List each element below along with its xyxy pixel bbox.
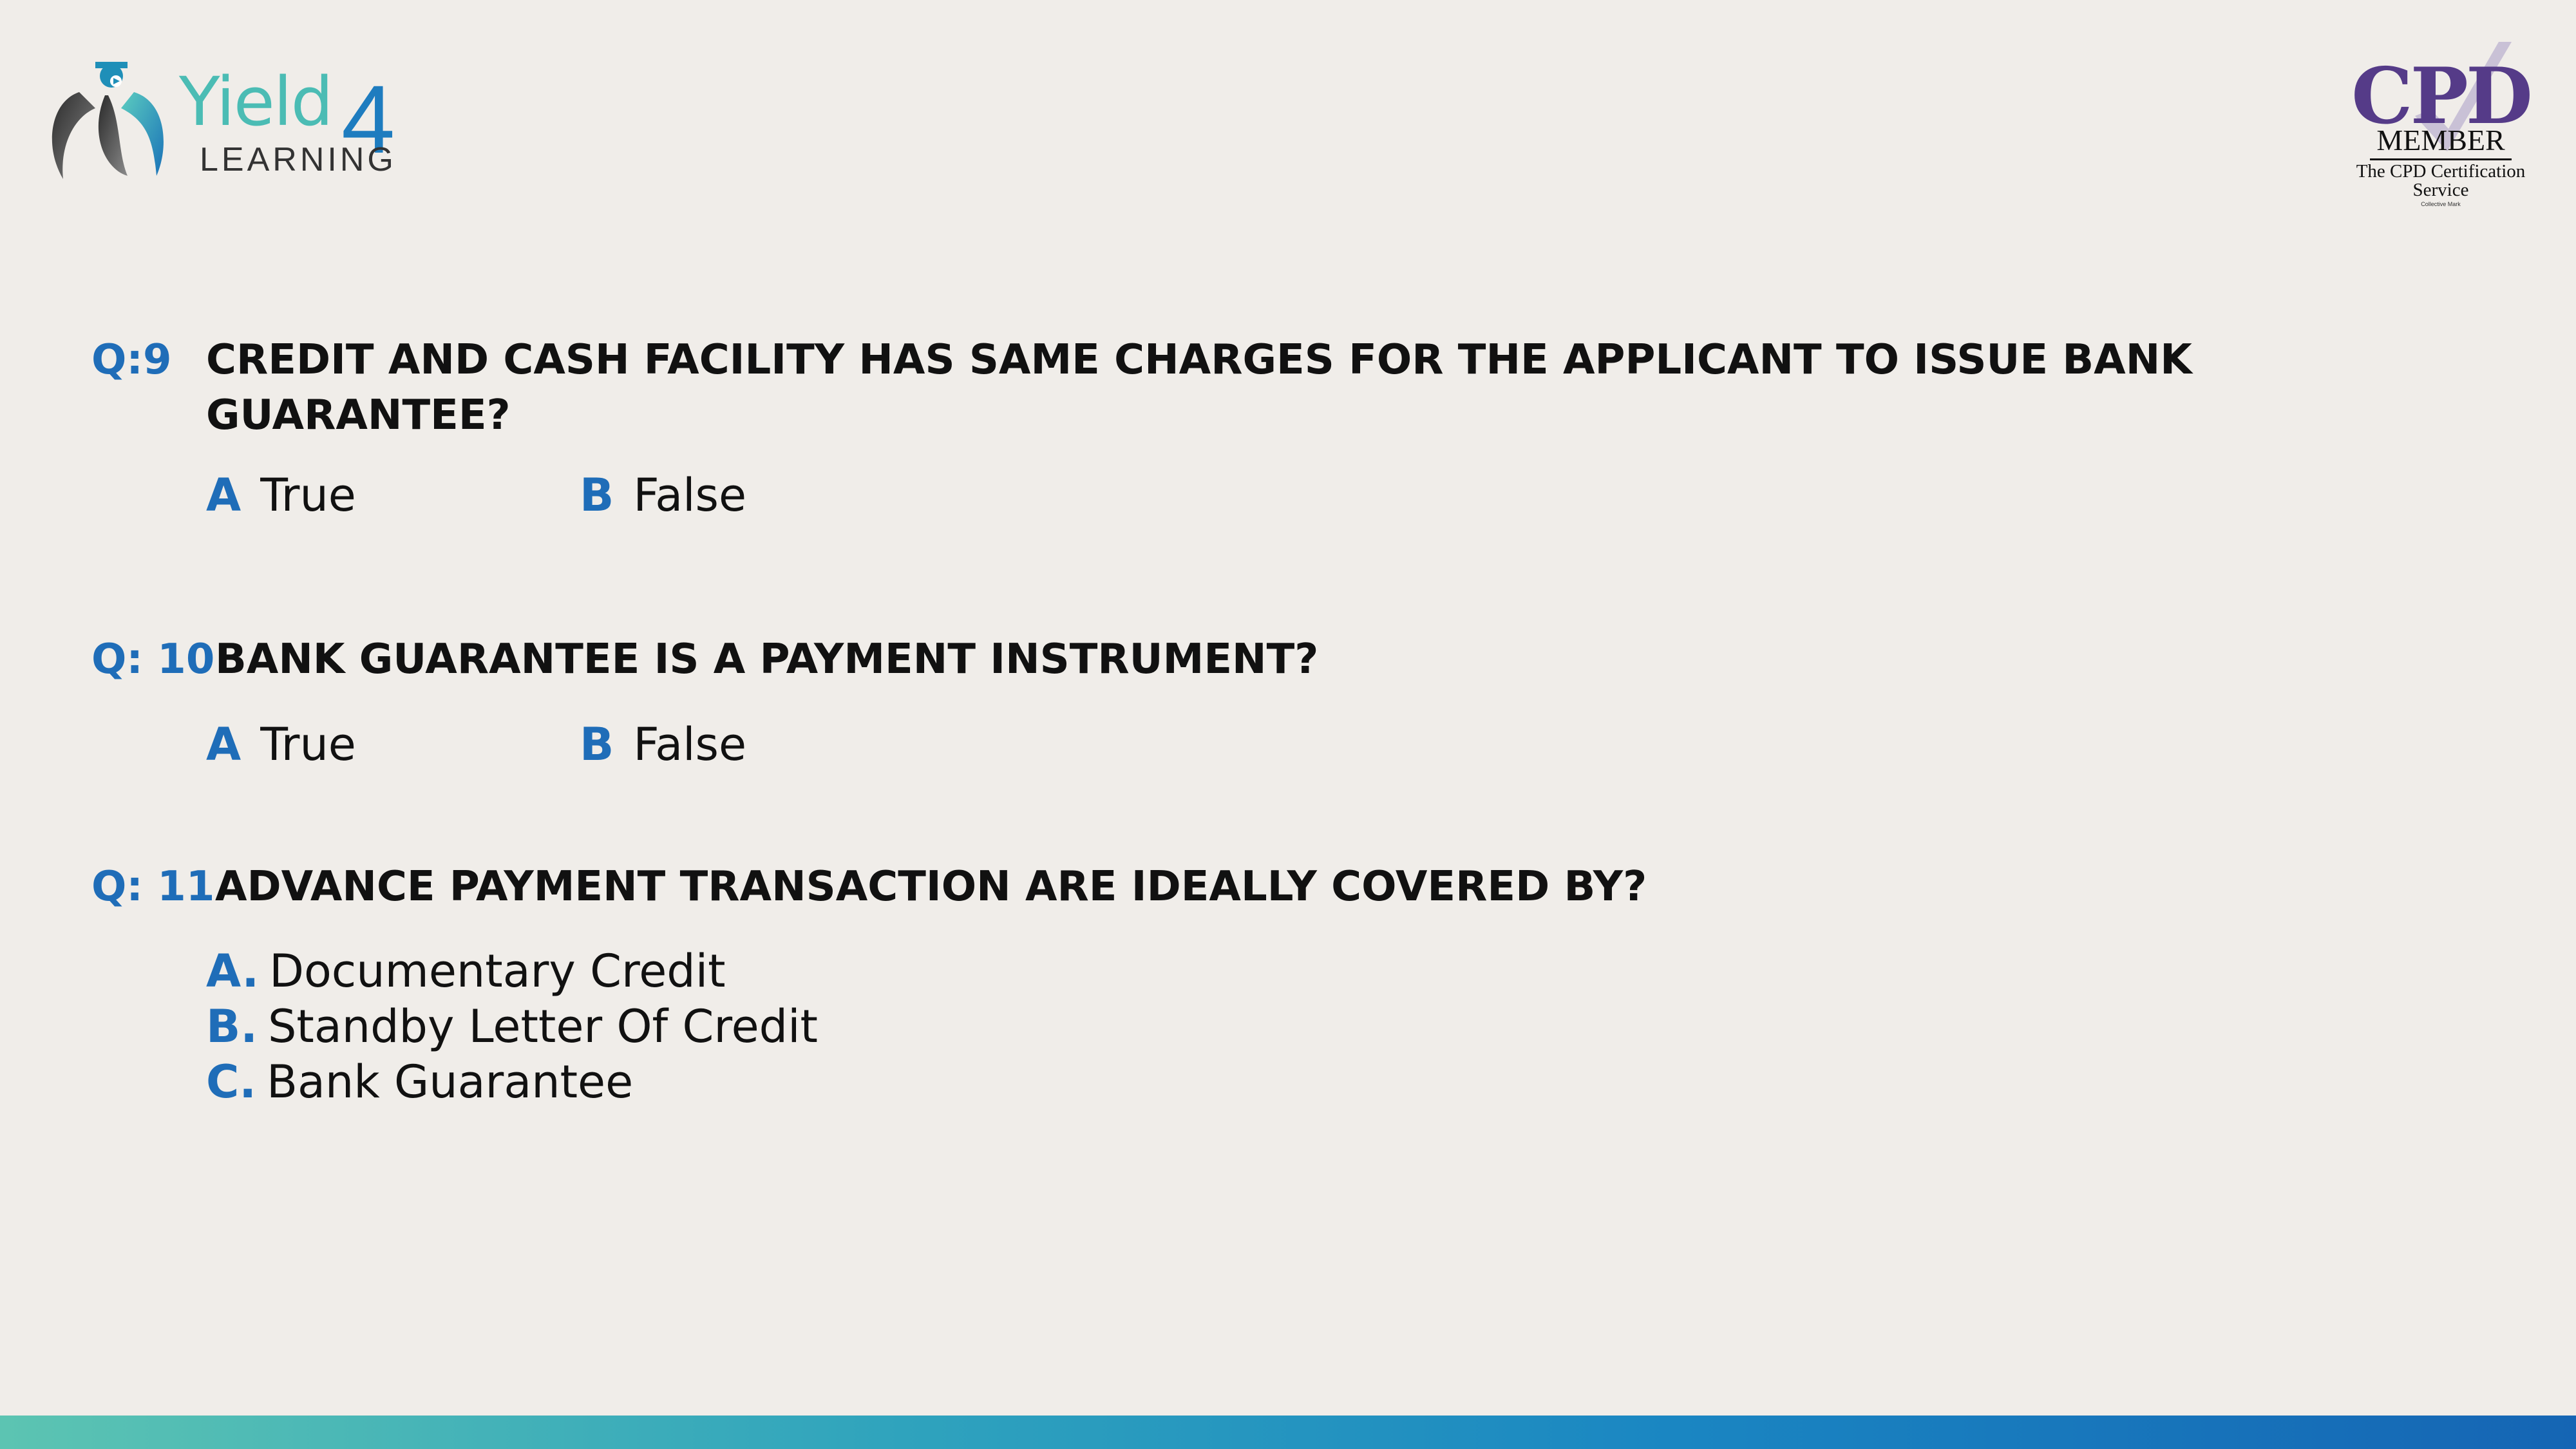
option-text: True (260, 469, 356, 522)
option-letter: B (580, 718, 614, 771)
option-a[interactable]: A True (206, 468, 356, 523)
option-b[interactable]: B. Standby Letter Of Credit (206, 999, 818, 1054)
bottom-gradient-bar (0, 1416, 2576, 1449)
option-text: Documentary Credit (269, 945, 726, 998)
logo-subtitle: LEARNING (200, 141, 397, 178)
logo-brand-digit: 4 (341, 65, 395, 173)
cpd-member-badge: CPD MEMBER The CPD Certification Service… (2351, 39, 2533, 207)
question-text-line1: ADVANCE PAYMENT TRANSACTION ARE IDEALLY … (215, 863, 1647, 911)
option-letter: C. (206, 1056, 256, 1108)
cpd-title: CPD (2351, 51, 2533, 142)
question-number: Q:9 (91, 336, 172, 384)
option-b[interactable]: B False (580, 717, 746, 772)
option-text: Standby Letter Of Credit (267, 1000, 818, 1053)
question-number: Q: 11 (91, 863, 215, 911)
option-text: False (633, 469, 747, 522)
option-letter: A (206, 718, 242, 771)
option-text: True (260, 718, 356, 771)
cpd-divider (2370, 158, 2512, 160)
cpd-service-line1: The CPD Certification (2356, 161, 2526, 182)
question-text-line1: BANK GUARANTEE IS A PAYMENT INSTRUMENT? (215, 636, 1319, 683)
option-text: Bank Guarantee (266, 1056, 634, 1108)
cpd-service-line2: Service (2412, 180, 2469, 200)
cpd-service-text: The CPD Certification Service (2338, 162, 2544, 200)
checkmark-icon (2415, 42, 2512, 151)
question-number: Q: 10 (91, 636, 215, 683)
option-a[interactable]: A True (206, 717, 356, 772)
option-letter: A. (206, 945, 260, 998)
option-letter: A (206, 469, 242, 522)
question-text-line2: GUARANTEE? (206, 392, 511, 439)
option-text: False (633, 718, 747, 771)
yield4-learning-logo: Yield 4 LEARNING (44, 57, 404, 192)
logo-brand-word: Yield (179, 62, 334, 141)
option-a[interactable]: A. Documentary Credit (206, 943, 726, 999)
question-text-line1: CREDIT AND CASH FACILITY HAS SAME CHARGE… (206, 336, 2192, 384)
cpd-member-label: MEMBER (2376, 124, 2505, 156)
logo-figure-icon (52, 62, 164, 179)
option-c[interactable]: C. Bank Guarantee (206, 1054, 633, 1110)
cpd-collective-mark: Collective Mark (2421, 201, 2461, 207)
option-b[interactable]: B False (580, 468, 746, 523)
option-letter: B. (206, 1000, 258, 1053)
option-letter: B (580, 469, 614, 522)
